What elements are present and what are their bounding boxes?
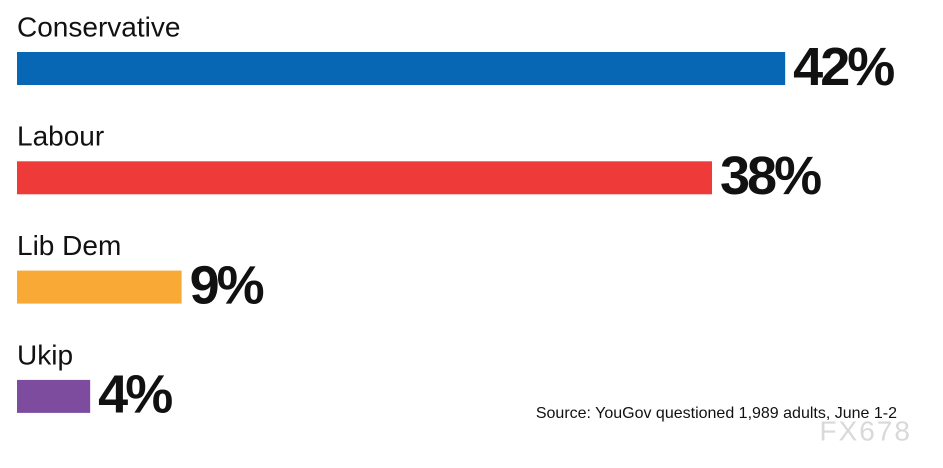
bar [17, 161, 713, 195]
category-label: Conservative [17, 11, 180, 42]
bar [17, 270, 182, 304]
value-label: 4% [98, 365, 172, 425]
bar [17, 379, 91, 413]
category-label: Labour [17, 121, 104, 152]
source-note: Source: YouGov questioned 1,989 adults, … [536, 405, 897, 422]
watermark: FX678 [820, 415, 913, 446]
value-label: 9% [190, 255, 264, 315]
value-label: 42% [793, 37, 894, 97]
value-label: 38% [720, 146, 821, 206]
bar [17, 52, 786, 85]
category-label: Lib Dem [17, 230, 121, 261]
category-label: Ukip [17, 339, 73, 370]
